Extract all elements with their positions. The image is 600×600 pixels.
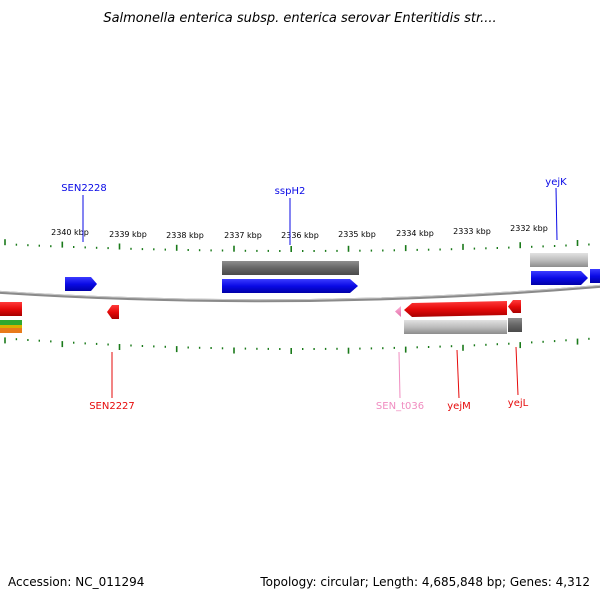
accession-text: Accession: NC_011294 [8, 575, 144, 589]
gene-yejm-arrow[interactable] [404, 301, 507, 317]
label-leader-line [515, 346, 519, 396]
tick-label: 2335 kbp [338, 230, 376, 239]
gene-ssph2-arrow[interactable] [222, 279, 358, 293]
gene-label-text: yejL [508, 398, 529, 409]
tick-label: 2334 kbp [396, 229, 434, 238]
map-title: Salmonella enterica subsp. enterica sero… [103, 11, 496, 26]
summary-text: Topology: circular; Length: 4,685,848 bp… [259, 575, 590, 589]
genome-backbone [0, 284, 600, 303]
gene-label-text: SEN2227 [89, 401, 135, 412]
tick-labels: 2340 kbp 2339 kbp 2338 kbp 2337 kbp 2336… [51, 224, 548, 240]
gene-label-text: yejM [447, 401, 470, 412]
gene-block-yejk[interactable] [530, 253, 588, 267]
label-yejm[interactable]: yejM [447, 349, 471, 412]
gene-label-text: SEN_t036 [376, 401, 424, 412]
gene-left-edge-red[interactable] [0, 302, 22, 316]
label-leader-line [398, 351, 401, 399]
tick-label: 2333 kbp [453, 227, 491, 236]
tick-label: 2337 kbp [224, 231, 262, 240]
gene-block-yejl[interactable] [508, 318, 522, 332]
label-sen2228[interactable]: SEN2228 [61, 183, 107, 242]
genome-backbone-highlight [0, 284, 600, 301]
gene-block-ssph2[interactable] [222, 261, 359, 275]
gene-label-text: SEN2228 [61, 183, 107, 194]
label-leader-line [555, 187, 558, 241]
gene-sen-t036-arrow[interactable] [395, 306, 401, 317]
gene-left-edge-orange [0, 328, 22, 333]
gene-block-yejm[interactable] [404, 320, 507, 334]
gene-yejl-arrow[interactable] [508, 300, 521, 313]
inner-tick-ring [4, 337, 590, 354]
label-leader-line [456, 349, 460, 399]
label-sen2227[interactable]: SEN2227 [89, 352, 135, 412]
tick-label: 2332 kbp [510, 224, 548, 233]
label-yejk[interactable]: yejK [545, 177, 567, 241]
tick-label: 2340 kbp [51, 228, 89, 237]
label-sen-t036[interactable]: SEN_t036 [376, 351, 424, 412]
tick-label: 2338 kbp [166, 231, 204, 240]
gene-label-text: sspH2 [275, 186, 306, 197]
gene-sen2227-arrow[interactable] [107, 305, 119, 319]
gene-left-edge-yellow [0, 325, 22, 328]
gene-label-text: yejK [545, 177, 567, 188]
gene-sen2228-arrow[interactable] [65, 277, 97, 291]
label-yejl[interactable]: yejL [508, 346, 529, 409]
tick-label: 2339 kbp [109, 230, 147, 239]
gene-right-edge-arrow[interactable] [590, 269, 600, 283]
tick-label: 2336 kbp [281, 231, 319, 240]
outer-tick-ring [4, 239, 590, 252]
gene-left-edge-green [0, 320, 22, 325]
gene-yejk-arrow[interactable] [531, 271, 588, 285]
label-ssph2[interactable]: sspH2 [275, 186, 306, 245]
